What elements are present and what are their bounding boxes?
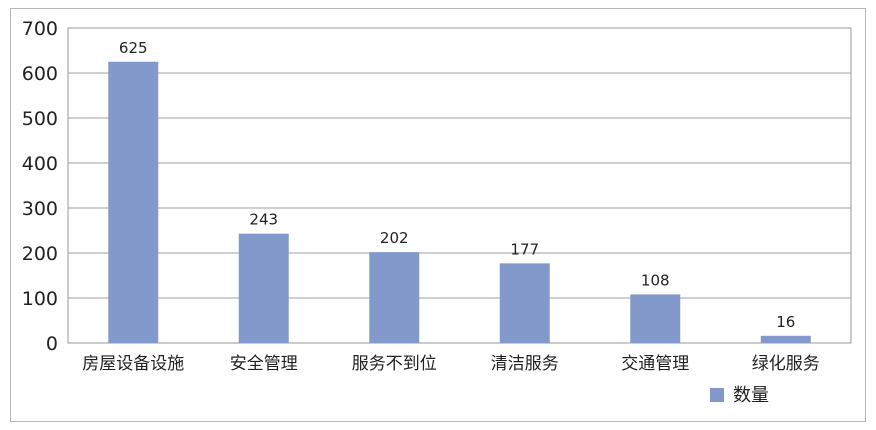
legend-label-quantity: 数量 (733, 385, 769, 406)
y-tick-label: 700 (22, 18, 58, 40)
x-category-label: 交通管理 (621, 354, 689, 374)
legend: 数量 (710, 385, 769, 406)
bar (238, 233, 289, 343)
bar (760, 335, 811, 343)
bars (108, 61, 811, 343)
legend-swatch-quantity (710, 388, 724, 402)
data-labels: 625 243 202 177 108 16 (119, 39, 795, 331)
y-tick-label: 500 (22, 108, 58, 130)
x-category-label: 房屋设备设施 (82, 354, 184, 374)
x-axis-categories: 房屋设备设施 安全管理 服务不到位 清洁服务 交通管理 绿化服务 (82, 354, 820, 374)
y-tick-label: 100 (22, 288, 58, 310)
bar (108, 61, 159, 343)
x-category-label: 清洁服务 (491, 354, 559, 374)
data-label: 177 (510, 240, 539, 258)
y-tick-label: 200 (22, 243, 58, 265)
y-tick-label: 400 (22, 153, 58, 175)
data-label: 625 (119, 39, 148, 57)
bar (630, 294, 681, 343)
chart-frame (10, 8, 866, 422)
data-label: 16 (776, 313, 795, 331)
y-axis-ticks: 0 100 200 300 400 500 600 700 (22, 18, 58, 355)
y-tick-label: 0 (46, 333, 58, 355)
data-label: 108 (641, 271, 670, 289)
x-category-label: 服务不到位 (352, 354, 437, 374)
plot-area-border (67, 27, 852, 344)
bar (499, 263, 550, 343)
data-label: 243 (249, 211, 278, 229)
y-tick-label: 600 (22, 63, 58, 85)
grid-lines (67, 27, 852, 344)
x-category-label: 绿化服务 (752, 354, 820, 374)
x-category-label: 安全管理 (230, 354, 298, 374)
bar (369, 252, 420, 343)
data-label: 202 (380, 229, 409, 247)
y-tick-label: 300 (22, 198, 58, 220)
